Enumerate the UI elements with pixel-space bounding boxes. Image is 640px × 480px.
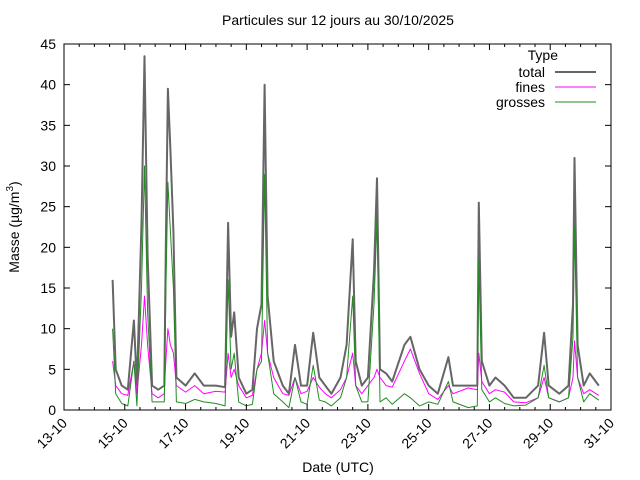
x-tick-label: 17-10: [155, 415, 192, 452]
y-tick-labels: 0 5 10 15 20 25 30 35 40 45: [40, 36, 56, 418]
x-tick-label: 15-10: [94, 415, 131, 452]
y-tick-label: 5: [48, 361, 56, 377]
y-tick-label: 40: [40, 77, 56, 93]
legend-title: Type: [528, 47, 559, 63]
x-tick-label: 21-10: [277, 415, 314, 452]
x-tick-labels: 13-10 15-10 17-10 19-10 21-10 23-10 25-10 27-10…: [33, 415, 617, 452]
x-axis-label: Date (UTC): [302, 459, 374, 475]
y-tick-label: 35: [40, 117, 56, 133]
y-axis-label-main: Masse (µg/m: [6, 192, 22, 273]
y-tick-label: 15: [40, 280, 56, 296]
series-layer: [111, 55, 600, 409]
x-tick-label: 23-10: [337, 415, 374, 452]
series-line-total: [111, 55, 600, 399]
series-line-grosses: [112, 165, 600, 409]
y-tick-label: 25: [40, 199, 56, 215]
x-tick-label: 27-10: [459, 415, 496, 452]
chart-title: Particules sur 12 jours au 30/10/2025: [222, 12, 454, 28]
x-tick-label: 25-10: [398, 415, 435, 452]
y-tick-label: 10: [40, 321, 56, 337]
x-tick-label: 13-10: [33, 415, 70, 452]
y-tick-label: 0: [48, 402, 56, 418]
x-tick-label: 31-10: [580, 415, 617, 452]
y-tick-label: 20: [40, 239, 56, 255]
y-axis-label: Masse (µg/m3): [5, 181, 22, 272]
legend-label-grosses: grosses: [496, 94, 545, 110]
y-tick-label: 45: [40, 36, 56, 52]
x-tick-label: 29-10: [520, 415, 557, 452]
y-axis-label-sup: 3: [5, 186, 16, 192]
x-tick-label: 19-10: [216, 415, 253, 452]
y-axis-label-end: ): [6, 181, 22, 186]
legend-label-total: total: [519, 64, 545, 80]
legend-label-fines: fines: [515, 79, 545, 95]
series-line-fines: [112, 295, 600, 404]
axis-ticks: [63, 43, 612, 411]
y-tick-label: 30: [40, 158, 56, 174]
